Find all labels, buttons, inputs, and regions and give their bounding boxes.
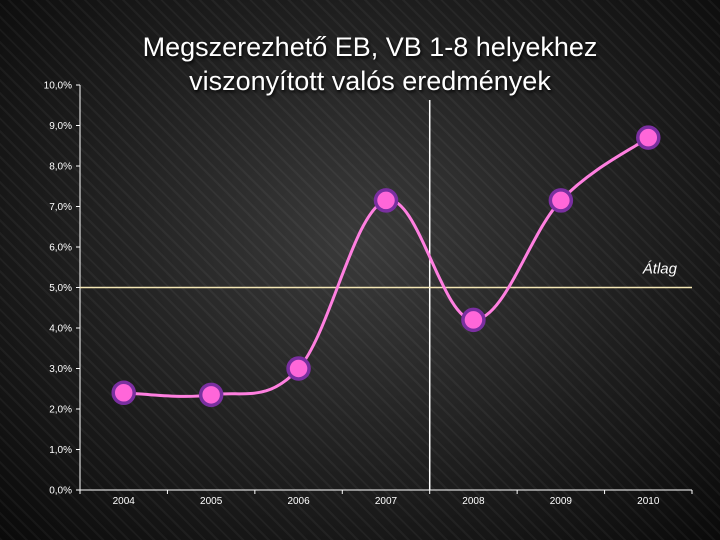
x-tick-label: 2010 [637, 496, 660, 507]
y-tick-label: 7,0% [49, 202, 72, 213]
data-point [373, 188, 399, 213]
y-tick-label: 0,0% [49, 486, 72, 497]
chart-title: Megszerezhető EB, VB 1-8 helyekhez viszo… [100, 30, 640, 98]
chart-title-line-1: Megszerezhető EB, VB 1-8 helyekhez [142, 32, 598, 62]
x-tick-label: 2008 [462, 496, 485, 507]
y-tick-label: 1,0% [49, 445, 72, 456]
y-tick-label: 2,0% [49, 405, 72, 416]
y-tick-label: 10,0% [44, 81, 72, 92]
x-tick-label: 2005 [200, 496, 223, 507]
data-point [286, 356, 311, 381]
y-tick-label: 3,0% [49, 364, 72, 375]
data-point [461, 307, 486, 333]
y-tick-label: 8,0% [49, 162, 72, 173]
x-tick-label: 2006 [287, 496, 310, 507]
average-label: Átlag [642, 261, 678, 278]
series-line [123, 136, 650, 398]
data-point [636, 125, 661, 150]
y-tick-label: 5,0% [49, 283, 72, 294]
x-tick-label: 2009 [550, 496, 573, 507]
data-point [198, 382, 224, 408]
data-point [548, 188, 574, 213]
y-tick-label: 4,0% [49, 324, 72, 335]
y-tick-label: 9,0% [49, 121, 72, 132]
data-point [111, 380, 136, 406]
x-tick-label: 2007 [375, 496, 398, 507]
chart-title-line-2: viszonyított valós eredmények [189, 66, 551, 96]
y-tick-label: 6,0% [49, 243, 72, 254]
x-tick-label: 2004 [113, 496, 136, 507]
